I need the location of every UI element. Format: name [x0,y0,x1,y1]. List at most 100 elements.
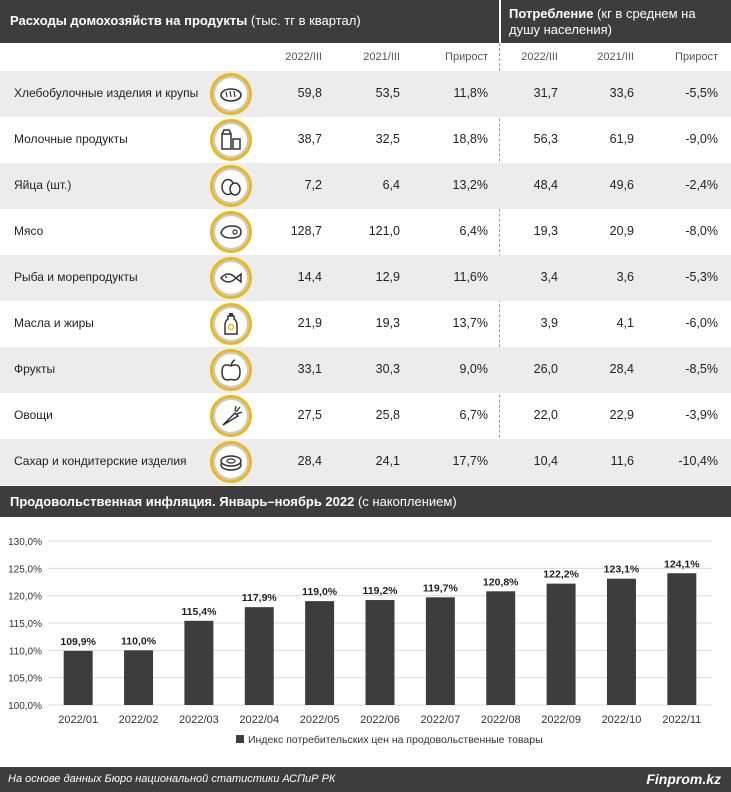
cell-cons-2021: 61,9 [609,132,634,146]
bar [606,578,636,705]
cell-cons-2021: 22,9 [609,408,634,422]
cell-cons-2022: 22,0 [533,408,558,422]
x-tick-label: 2022/05 [300,714,340,726]
expenses-header: Расходы домохозяйств на продукты (тыс. т… [0,0,499,43]
data-label: 115,4% [181,606,217,618]
cell-cons-2021: 20,9 [609,224,634,238]
data-label: 117,9% [242,592,278,604]
data-label: 119,0% [302,586,338,598]
cell-exp-growth: 11,6% [453,270,488,284]
y-tick-label: 115,0% [9,619,42,630]
expenses-title-bold: Расходы домохозяйств на продукты [10,13,248,28]
data-label: 119,2% [362,585,398,597]
cell-exp-growth: 13,7% [452,316,488,330]
cell-cons-2021: 49,6 [609,178,634,192]
x-tick-label: 2022/09 [541,714,581,726]
x-tick-label: 2022/01 [58,714,98,726]
table-row: Молочные продукты 38,7 32,5 18,8% 56,3 61,9 -9… [0,117,731,163]
cell-cons-2022: 10,4 [533,454,558,468]
row-label: Рыба и морепродукты [14,270,138,284]
cell-cons-2022: 31,7 [533,86,558,100]
cell-cons-growth: -9,0% [685,132,718,146]
inflation-bar-chart: 100,0% 105,0% 110,0% 115,0% 120,0% 125,0% 130,… [8,537,712,746]
bar [184,620,214,705]
x-tick-label: 2022/03 [179,714,219,726]
x-tick-label: 2022/07 [420,714,460,726]
cell-cons-2021: 3,6 [616,270,634,284]
consumption-header: Потребление (кг в среднем на душу населе… [501,0,731,43]
cell-exp-2021: 32,5 [375,132,400,146]
cell-cons-growth: -5,3% [685,270,718,284]
cell-exp-2021: 121,0 [368,224,400,238]
x-tick-label: 2022/10 [602,714,642,726]
cell-exp-2021: 12,9 [375,270,400,284]
data-label: 124,1% [664,558,700,570]
cell-exp-2021: 53,5 [375,86,400,100]
bar [546,583,576,705]
col-header-cons-2022: 2022/III [521,51,558,63]
cell-cons-2021: 4,1 [616,316,634,330]
col-header-exp-2021: 2021/III [363,51,400,63]
milk-icon [210,119,252,161]
table-row: Рыба и морепродукты 14,4 12,9 11,6% 3,4 3,6 -5… [0,255,731,301]
legend-swatch [236,735,244,743]
oil-icon [210,303,252,345]
cell-exp-2022: 38,7 [297,132,322,146]
data-label: 110,0% [121,635,157,647]
cell-exp-growth: 11,8% [453,86,488,100]
bar [244,607,274,705]
table-row: Фрукты 33,1 30,3 9,0% 26,0 28,4 -8,5% [0,347,731,393]
table-row: Сахар и кондитерские изделия 28,4 24,1 17,7… [0,439,731,485]
footer: На основе данных Бюро национальной стати… [0,767,731,792]
x-tick-label: 2022/11 [662,714,701,726]
cell-cons-growth: -8,5% [685,362,718,376]
inflation-title-rest: (с накоплением) [354,494,457,509]
col-header-cons-growth: Прирост [675,51,718,63]
cell-exp-growth: 17,7% [452,454,488,468]
cell-exp-2022: 59,8 [297,86,322,100]
bar [365,600,395,705]
cell-exp-2021: 6,4 [382,178,400,192]
cell-exp-2022: 28,4 [297,454,322,468]
cell-exp-2021: 25,8 [375,408,400,422]
fish-icon [210,257,252,299]
row-label: Хлебобулочные изделия и крупы [14,86,199,100]
row-label: Овощи [14,408,53,422]
cell-exp-growth: 6,7% [459,408,489,422]
source-note: На основе данных Бюро национальной стати… [8,773,336,785]
consumption-title: Потребление (кг в среднем на душу населе… [509,6,724,38]
inflation-header: Продовольственная инфляция. Январь–ноябр… [0,486,731,517]
table-row: Хлебобулочные изделия и крупы 59,8 53,5 11,… [0,71,731,117]
cell-exp-2022: 14,4 [297,270,322,284]
cell-cons-2022: 56,3 [533,132,558,146]
data-label: 119,7% [423,582,459,594]
row-label: Сахар и кондитерские изделия [14,454,187,468]
cell-exp-2021: 24,1 [375,454,400,468]
cake-icon [210,441,252,483]
consumption-title-unit: (кг в среднем на душу населения) [509,6,696,37]
row-label: Мясо [14,224,44,238]
cell-exp-2021: 30,3 [375,362,400,376]
cell-exp-2022: 7,2 [304,178,322,192]
cell-exp-2021: 19,3 [375,316,400,330]
bread-icon [210,73,252,115]
cell-cons-growth: -8,0% [685,224,718,238]
table-row: Масла и жиры 21,9 19,3 13,7% 3,9 4,1 -6,0% [0,301,731,347]
table-row: Яйца (шт.) 7,2 6,4 13,2% 48,4 49,6 -2,4% [0,163,731,209]
data-label: 109,9% [60,636,96,648]
bar [305,601,335,705]
y-tick-label: 120,0% [8,592,42,603]
cell-cons-2022: 3,4 [540,270,558,284]
bar [667,573,697,705]
cell-exp-2022: 27,5 [297,408,322,422]
table-row: Овощи 27,5 25,8 6,7% 22,0 22,9 -3,9% [0,393,731,439]
expenses-title: Расходы домохозяйств на продукты (тыс. т… [10,13,361,29]
data-label: 120,8% [483,576,519,588]
table-row: Мясо 128,7 121,0 6,4% 19,3 20,9 -8,0% [0,209,731,255]
x-tick-label: 2022/08 [481,714,521,726]
row-label: Яйца (шт.) [14,178,72,192]
cell-cons-growth: -2,4% [685,178,718,192]
cell-cons-2021: 33,6 [609,86,634,100]
bar [124,650,154,705]
legend-label: Индекс потребительских цен на продовольс… [248,734,543,746]
